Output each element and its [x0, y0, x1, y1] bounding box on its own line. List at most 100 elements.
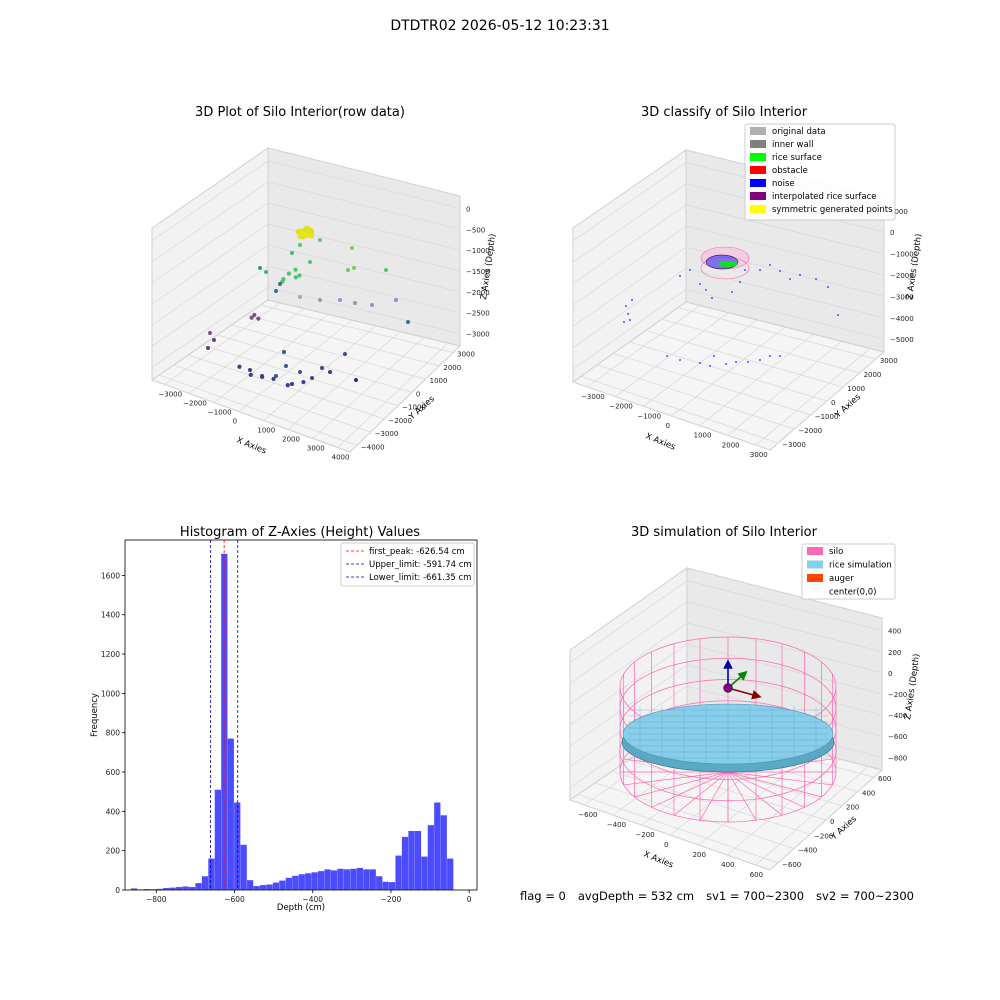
raw-point	[297, 234, 302, 239]
hist-bar	[421, 856, 428, 890]
sim-grid-z-left	[569, 664, 688, 747]
raw-z-tick: 0	[466, 206, 470, 214]
sim-grid-z-left	[569, 622, 688, 705]
classify-y-tick: 2000	[864, 371, 882, 379]
raw-point	[237, 364, 242, 369]
raw-point	[248, 372, 253, 378]
classify-grid-z-left	[572, 183, 687, 263]
classify-y-tick: 1000	[847, 385, 865, 393]
hist-bar	[176, 887, 183, 890]
hist-legend: first_peak: -626.54 cm Upper_limit: -591.…	[346, 547, 472, 583]
raw-point	[256, 316, 261, 321]
classify-point	[705, 289, 707, 291]
sim-silo-floor-spoke	[634, 771, 729, 798]
hist-y-label: Frequency	[90, 693, 100, 737]
sim-triad-x-arrow	[727, 687, 762, 700]
hist-bar	[292, 875, 299, 890]
raw-point	[338, 298, 342, 302]
raw-x-tick: 4000	[332, 454, 350, 462]
classify-legend-label: interpolated rice surface	[772, 192, 877, 202]
sim-x-tick: 200	[693, 851, 706, 859]
hist-bar	[305, 873, 312, 890]
sim-silo-floor-spoke	[623, 771, 729, 786]
hist-x-tick-label: −800	[146, 895, 167, 904]
classify-noise-points	[623, 264, 839, 367]
classify-y-ticks: 3000 2000 1000 0 −1000 −2000 −3000	[782, 357, 898, 449]
hist-bar	[201, 876, 209, 890]
raw-y-tick: −3000	[375, 430, 399, 438]
sim-z-tick: −400	[888, 712, 907, 720]
classify-grid-z-left	[572, 289, 687, 370]
hist-bar	[434, 802, 441, 890]
sim-legend-swatch	[807, 547, 823, 555]
hist-x-tick-label: −600	[224, 895, 245, 904]
sim-legend-swatch	[807, 574, 823, 582]
raw-point	[208, 331, 212, 335]
hist-y-ticks: 0 200 400 600 800 1000 1200 1400 1600	[101, 571, 125, 895]
raw-point	[298, 243, 302, 247]
raw-grid-x	[263, 325, 377, 421]
hist-bar	[337, 868, 344, 890]
sim-silo-floor-spoke	[699, 771, 729, 821]
hist-bar	[214, 789, 222, 890]
hist-bar	[188, 887, 196, 890]
sim-grid-y	[578, 793, 779, 864]
raw-point	[264, 270, 268, 274]
sim-grid-z	[686, 664, 883, 716]
raw-point-cloud	[206, 225, 410, 388]
raw-point	[298, 295, 302, 299]
classify-rice-region	[700, 246, 750, 280]
raw-grid-x	[238, 319, 353, 412]
sim-y-tick: −200	[814, 832, 833, 840]
hist-bar	[272, 882, 280, 890]
raw-title: 3D Plot of Silo Interior(row data)	[195, 105, 405, 120]
sim-silo-floor-spoke	[651, 771, 729, 808]
raw-x-tick: 2000	[282, 436, 300, 444]
sim-x-ticks: −600 −400 −200 0 200 400 600	[578, 811, 763, 879]
raw-point	[278, 282, 282, 286]
classify-point	[837, 314, 839, 316]
classify-legend-swatch	[750, 205, 766, 213]
raw-point	[284, 364, 288, 368]
classify-legend: original data inner wall rice surface obsta…	[750, 127, 893, 215]
sim-grid-z	[686, 643, 883, 695]
hist-x-label: Depth (cm)	[277, 903, 325, 913]
hist-vlines	[210, 540, 239, 890]
raw-point	[282, 350, 286, 354]
hist-bar	[343, 869, 351, 890]
raw-grid-z	[267, 202, 461, 251]
raw-point	[290, 251, 294, 255]
raw-point	[274, 374, 278, 378]
hist-bar	[447, 858, 454, 890]
hist-y-tick-label: 200	[106, 847, 121, 856]
raw-x-tick: −3000	[158, 391, 182, 399]
sim-silo-floor-spoke	[673, 771, 729, 816]
sim-silo-floor-spoke	[727, 771, 757, 821]
hist-bar	[324, 869, 331, 890]
hist-legend-box	[340, 542, 475, 587]
sim-silo-floor-spoke	[727, 771, 822, 798]
classify-point	[735, 361, 737, 363]
classify-rice-surface	[718, 261, 738, 267]
classify-z-tick: −2000	[890, 272, 914, 280]
hist-title: Histogram of Z-Axies (Height) Values	[180, 525, 420, 540]
classify-legend-label: inner wall	[772, 140, 813, 150]
hist-bar	[350, 868, 357, 890]
raw-grid-z-left	[151, 202, 269, 284]
classify-x-label: X Axies	[644, 432, 677, 453]
classify-y-tick: 0	[831, 399, 835, 407]
sim-center-marker	[723, 683, 733, 693]
hist-x-ticks: −800 −600 −400 −200 0	[146, 890, 472, 904]
raw-point	[308, 260, 312, 264]
raw-point	[212, 338, 216, 342]
raw-z-tick: −3000	[466, 331, 490, 339]
classify-point	[744, 269, 746, 271]
raw-point	[320, 366, 324, 370]
raw-point	[350, 246, 354, 250]
classify-point	[747, 361, 749, 363]
status-flag: flag = 0	[520, 889, 566, 903]
classify-grid-y	[580, 375, 779, 444]
raw-z-tick: −1500	[466, 268, 490, 276]
classify-point	[623, 321, 625, 323]
classify-point	[789, 278, 791, 280]
